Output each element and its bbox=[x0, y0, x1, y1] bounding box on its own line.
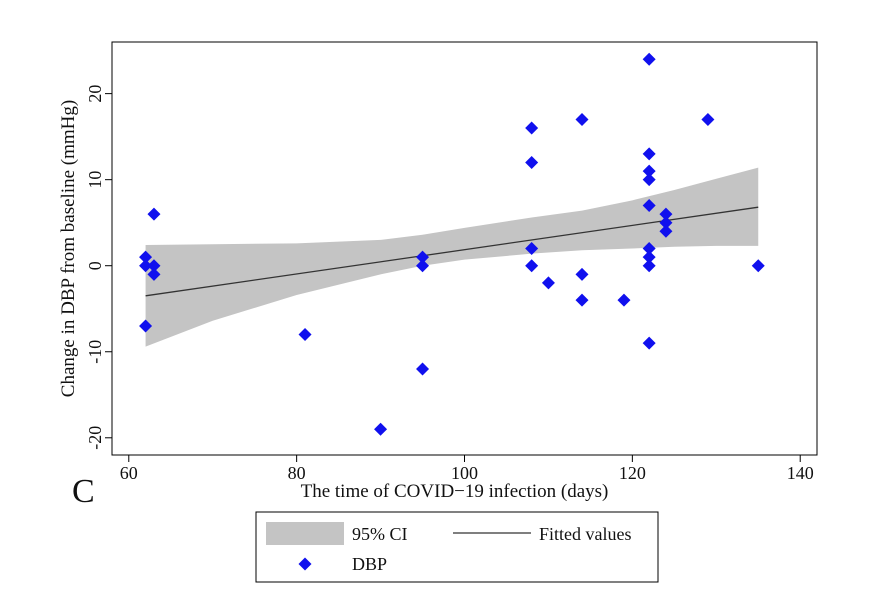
data-point bbox=[642, 164, 656, 178]
legend-ci-swatch bbox=[266, 522, 344, 545]
data-point bbox=[659, 224, 673, 238]
fitted-line-layer bbox=[145, 206, 759, 297]
data-point bbox=[147, 207, 161, 221]
data-point bbox=[374, 422, 388, 436]
y-tick-label: -20 bbox=[85, 426, 105, 450]
legend-dbp-label: DBP bbox=[352, 554, 387, 574]
data-point bbox=[416, 259, 430, 273]
x-tick-label: 60 bbox=[120, 463, 138, 483]
y-tick-label: 0 bbox=[85, 261, 105, 270]
data-point bbox=[525, 155, 539, 169]
data-point bbox=[575, 112, 589, 126]
data-point bbox=[147, 259, 161, 273]
legend-fitted-label: Fitted values bbox=[539, 524, 632, 544]
data-point bbox=[642, 52, 656, 66]
panel-label: C bbox=[72, 473, 95, 510]
data-point bbox=[642, 336, 656, 350]
y-axis-title: Change in DBP from baseline (mmHg) bbox=[58, 100, 79, 397]
x-tick-label: 140 bbox=[787, 463, 814, 483]
data-point bbox=[525, 121, 539, 135]
data-point bbox=[525, 242, 539, 255]
legend-dbp-swatch bbox=[298, 557, 312, 571]
data-point bbox=[525, 259, 539, 273]
legend-ci-label: 95% CI bbox=[352, 524, 408, 544]
data-point bbox=[751, 259, 765, 273]
data-point bbox=[642, 198, 656, 212]
data-points-layer bbox=[139, 52, 765, 436]
x-axis-ticks: 60 80 100 120 140 bbox=[120, 455, 814, 483]
data-point bbox=[575, 267, 589, 281]
y-axis-ticks: -20 -10 0 10 20 bbox=[85, 85, 112, 450]
x-tick-label: 120 bbox=[619, 463, 646, 483]
data-point bbox=[541, 276, 555, 290]
x-tick-label: 80 bbox=[288, 463, 306, 483]
data-point bbox=[642, 259, 656, 273]
data-point bbox=[642, 147, 656, 161]
x-axis-title: The time of COVID−19 infection (days) bbox=[301, 481, 609, 502]
data-point bbox=[416, 250, 430, 264]
data-point bbox=[139, 250, 153, 264]
data-point bbox=[642, 173, 656, 187]
ci-band bbox=[145, 167, 759, 347]
data-point bbox=[416, 362, 430, 376]
data-point bbox=[575, 293, 589, 307]
data-point bbox=[659, 216, 673, 230]
y-tick-label: 20 bbox=[85, 85, 105, 103]
data-point bbox=[139, 319, 153, 333]
fitted-line bbox=[145, 206, 759, 297]
data-point bbox=[701, 112, 715, 126]
y-tick-label: 10 bbox=[85, 171, 105, 189]
data-point bbox=[147, 267, 161, 281]
ci-band-layer bbox=[145, 167, 759, 347]
y-tick-label: -10 bbox=[85, 340, 105, 364]
data-point bbox=[139, 259, 153, 273]
x-tick-label: 100 bbox=[451, 463, 478, 483]
data-point bbox=[642, 250, 656, 264]
data-point bbox=[659, 207, 673, 221]
data-point bbox=[298, 328, 312, 342]
data-point bbox=[617, 293, 631, 307]
legend: 95% CI Fitted values DBP bbox=[255, 511, 659, 583]
data-point bbox=[642, 242, 656, 255]
